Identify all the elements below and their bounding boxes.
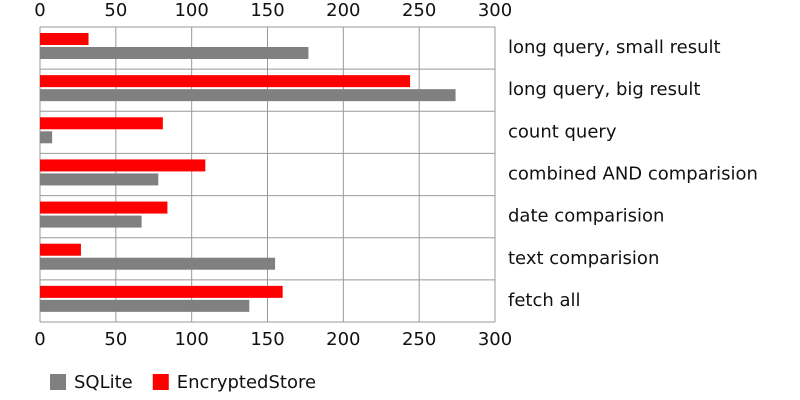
bar	[40, 33, 89, 45]
x-tick-label: 50	[104, 329, 127, 350]
bar	[40, 215, 142, 228]
x-tick-label: 50	[104, 0, 127, 21]
category-label: long query, big result	[508, 79, 700, 100]
bar	[40, 257, 276, 270]
x-tick-label: 150	[250, 0, 284, 21]
bar	[40, 299, 250, 312]
bar	[40, 159, 206, 172]
x-tick-label: 100	[174, 0, 208, 21]
category-label: count query	[508, 121, 617, 142]
bar	[40, 89, 456, 102]
category-label: long query, small result	[508, 37, 721, 58]
x-tick-label: 100	[174, 329, 208, 350]
x-tick-label: 0	[34, 329, 45, 350]
legend-label: SQLite	[74, 372, 133, 393]
x-tick-label: 250	[402, 329, 436, 350]
category-label: date comparision	[508, 206, 664, 227]
legend-label: EncryptedStore	[177, 372, 316, 393]
bar	[40, 75, 411, 88]
bar	[40, 117, 163, 130]
x-tick-label: 0	[34, 0, 45, 21]
bar	[40, 131, 53, 144]
x-tick-label: 250	[402, 0, 436, 21]
legend-swatch	[152, 374, 169, 390]
bar	[40, 285, 283, 298]
category-label: combined AND comparision	[508, 164, 758, 185]
bar	[40, 47, 309, 59]
category-label: fetch all	[508, 290, 581, 311]
bar	[40, 201, 168, 214]
x-tick-label: 300	[478, 0, 512, 21]
legend-swatch	[50, 374, 66, 390]
x-tick-label: 200	[326, 0, 360, 21]
x-tick-label: 200	[326, 329, 360, 350]
bar	[40, 243, 81, 256]
bar	[40, 173, 159, 186]
x-tick-label: 300	[478, 329, 512, 350]
x-tick-label: 150	[250, 329, 284, 350]
category-label: text comparision	[508, 248, 659, 269]
